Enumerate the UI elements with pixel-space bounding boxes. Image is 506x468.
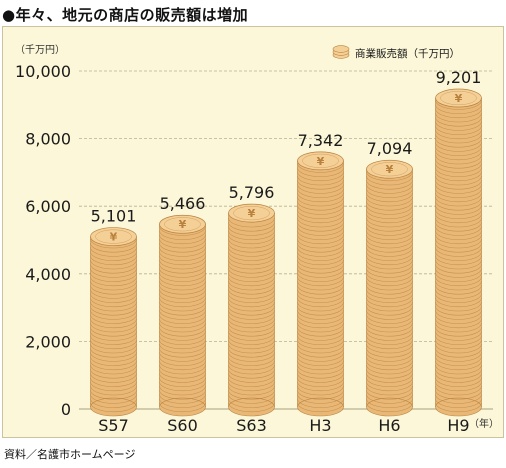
svg-text:¥: ¥ [317, 155, 325, 168]
x-tick-label: H3 [309, 416, 331, 435]
legend-label: 商業販売額（千万円） [355, 47, 460, 60]
x-tick-label: S57 [98, 416, 129, 435]
y-tick-label: 2,000 [25, 332, 71, 351]
y-axis: 0 2,000 4,000 6,000 8,000 10,000 （千万円） （年） S57 S6… [15, 44, 499, 435]
y-tick-label: 4,000 [25, 265, 71, 284]
bar-S57: ¥ [90, 227, 137, 417]
x-tick-label: S63 [236, 416, 267, 435]
bar-H3: ¥ [297, 151, 344, 417]
bar-H6: ¥ [366, 159, 413, 417]
svg-text:¥: ¥ [179, 218, 187, 231]
data-label: 7,342 [298, 131, 344, 150]
chart-title: ●年々、地元の商店の販売額は増加 [2, 6, 249, 24]
bar-S60: ¥ [159, 214, 206, 417]
data-label: 7,094 [367, 139, 413, 158]
svg-text:¥: ¥ [386, 163, 394, 176]
svg-text:¥: ¥ [248, 207, 256, 220]
x-unit-label: （年） [469, 417, 499, 430]
data-label: 5,796 [229, 183, 275, 202]
svg-text:¥: ¥ [455, 92, 463, 105]
grid-lines [79, 70, 493, 410]
y-tick-label: 10,000 [15, 62, 71, 81]
chart-panel: 0 2,000 4,000 6,000 8,000 10,000 （千万円） （年） S57 S6… [2, 26, 504, 438]
legend: 商業販売額（千万円） [332, 45, 460, 60]
data-label: 5,466 [160, 194, 206, 213]
bar-H9: ¥ [435, 88, 482, 417]
legend-item: 商業販売額（千万円） [332, 45, 460, 60]
data-label: 5,101 [91, 207, 137, 226]
y-unit-label: （千万円） [15, 44, 65, 56]
x-tick-label: H6 [378, 416, 400, 435]
source-note: 資料／名護市ホームページ [4, 448, 136, 461]
data-label: 9,201 [436, 68, 482, 87]
x-tick-label: H9 [447, 416, 469, 435]
svg-text:¥: ¥ [110, 231, 118, 244]
y-tick-label: 6,000 [25, 197, 71, 216]
bar-S63: ¥ [228, 203, 275, 417]
y-tick-label: 0 [61, 400, 71, 419]
data-labels: 5,101 5,466 5,796 7,342 7,094 9,201 [91, 68, 482, 226]
x-tick-label: S60 [167, 416, 198, 435]
chart-svg: 0 2,000 4,000 6,000 8,000 10,000 （千万円） （年） S57 S6… [15, 44, 499, 435]
y-tick-label: 8,000 [25, 130, 71, 149]
bars: ¥ ¥ ¥ ¥ ¥ ¥ [90, 88, 482, 417]
